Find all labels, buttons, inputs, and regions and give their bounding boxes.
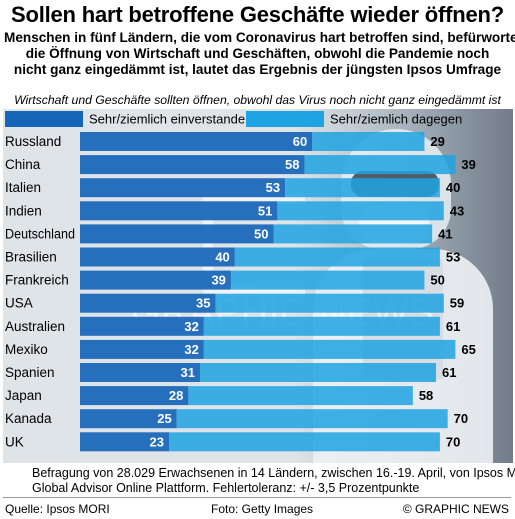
data-label-agree: 53: [266, 180, 280, 195]
footer-divider: [3, 497, 511, 498]
watermark-logo: [203, 194, 305, 296]
bar-disagree: [230, 270, 425, 290]
data-label-disagree: 59: [450, 296, 464, 311]
category-label: USA: [5, 296, 33, 311]
survey-question: Wirtschaft und Geschäfte sollten öffnen,…: [14, 93, 501, 107]
category-label: Kanada: [5, 411, 52, 426]
methodology-line: Befragung von 28.029 Erwachsenen in 14 L…: [32, 466, 515, 480]
data-label-agree: 60: [293, 134, 307, 149]
category-label: Italien: [5, 180, 41, 195]
bar-disagree: [277, 201, 444, 221]
category-label: Deutschland: [5, 226, 75, 241]
category-label: China: [5, 157, 41, 172]
data-label-agree: 39: [211, 273, 225, 288]
bar-agree: [80, 363, 200, 382]
bar-agree: [80, 409, 177, 429]
data-label-disagree: 40: [446, 180, 460, 195]
data-label-disagree: 39: [461, 157, 475, 172]
data-label-agree: 50: [254, 226, 268, 241]
subtitle-line: Menschen in fünf Ländern, die vom Corona…: [4, 30, 515, 45]
data-label-agree: 32: [184, 319, 198, 334]
data-label-agree: 31: [181, 365, 195, 380]
bar-agree: [80, 386, 189, 406]
data-label-disagree: 61: [442, 365, 456, 380]
category-label: UK: [5, 434, 24, 449]
legend-swatch: [246, 111, 324, 127]
methodology-note: Befragung von 28.029 Erwachsenen in 14 L…: [32, 466, 515, 496]
bar-disagree: [234, 247, 440, 267]
data-label-disagree: 58: [419, 388, 433, 403]
data-label-agree: 58: [285, 157, 299, 172]
data-label-disagree: 29: [430, 134, 444, 149]
source-label: Quelle: Ipsos MORI: [5, 502, 110, 516]
data-label-agree: 32: [184, 342, 198, 357]
data-label-disagree: 70: [446, 434, 460, 449]
category-label: Mexiko: [5, 342, 48, 357]
bar-disagree: [176, 409, 448, 429]
data-label-agree: 23: [150, 434, 164, 449]
category-label: Japan: [5, 388, 42, 403]
data-label-agree: 51: [258, 203, 272, 218]
bar-chart: Sehr/ziemlich einverstanden Sehr/ziemlich…: [5, 111, 476, 452]
category-label: Spanien: [5, 365, 55, 380]
bar-disagree: [215, 293, 444, 313]
data-label-agree: 25: [157, 411, 171, 426]
bar-agree: [80, 247, 235, 267]
bar-disagree: [169, 432, 440, 452]
data-label-agree: 40: [215, 250, 229, 265]
data-label-disagree: 70: [454, 411, 468, 426]
chart-area: GRAPHIC NEWS Sehr/ziemlich einverstanden…: [3, 109, 513, 463]
bar-disagree: [203, 316, 440, 336]
bar-agree: [80, 155, 305, 175]
chart-title: Sollen hart betroffene Geschäfte wieder …: [10, 2, 504, 27]
bar-agree: [80, 432, 170, 452]
chart-subtitle: Menschen in fünf Ländern, die vom Corona…: [4, 30, 515, 78]
data-label-disagree: 50: [430, 273, 444, 288]
bar-agree: [80, 178, 286, 198]
bar-agree: [80, 201, 278, 221]
bar-agree: [80, 339, 204, 359]
bar-disagree: [199, 363, 437, 382]
data-label-disagree: 61: [446, 319, 460, 334]
bar-disagree: [312, 132, 425, 151]
subtitle-line: die Öffnung von Wirtschaft und Geschäfte…: [25, 46, 490, 61]
photo-credit: Foto: Getty Images: [211, 502, 314, 516]
data-label-disagree: 41: [438, 226, 452, 241]
legend-label: Sehr/ziemlich dagegen: [330, 112, 462, 127]
bar-agree: [80, 316, 204, 336]
bar-disagree: [304, 155, 456, 175]
data-label-disagree: 65: [461, 342, 475, 357]
bar-agree: [80, 224, 274, 244]
bar-disagree: [273, 224, 433, 244]
copyright: © GRAPHIC NEWS: [402, 502, 509, 516]
bar-disagree: [285, 178, 440, 198]
data-label-disagree: 53: [446, 250, 460, 265]
category-label: Indien: [5, 203, 42, 218]
methodology-line: Global Advisor Online Plattform. Fehlert…: [32, 481, 420, 495]
data-label-agree: 28: [169, 388, 183, 403]
bar-agree: [80, 132, 313, 151]
category-label: Frankreich: [5, 273, 69, 288]
legend-swatch: [5, 111, 83, 127]
category-label: Australien: [5, 319, 65, 334]
data-label-disagree: 43: [450, 203, 464, 218]
legend-label: Sehr/ziemlich einverstanden: [89, 112, 252, 127]
bar-agree: [80, 270, 231, 290]
bar-disagree: [203, 339, 456, 359]
bar-disagree: [188, 386, 413, 406]
bar-agree: [80, 293, 216, 313]
subtitle-line: nicht ganz eingedämmt ist, lautet das Er…: [13, 62, 502, 77]
category-label: Brasilien: [5, 250, 57, 265]
category-label: Russland: [5, 134, 61, 149]
data-label-agree: 35: [196, 296, 210, 311]
